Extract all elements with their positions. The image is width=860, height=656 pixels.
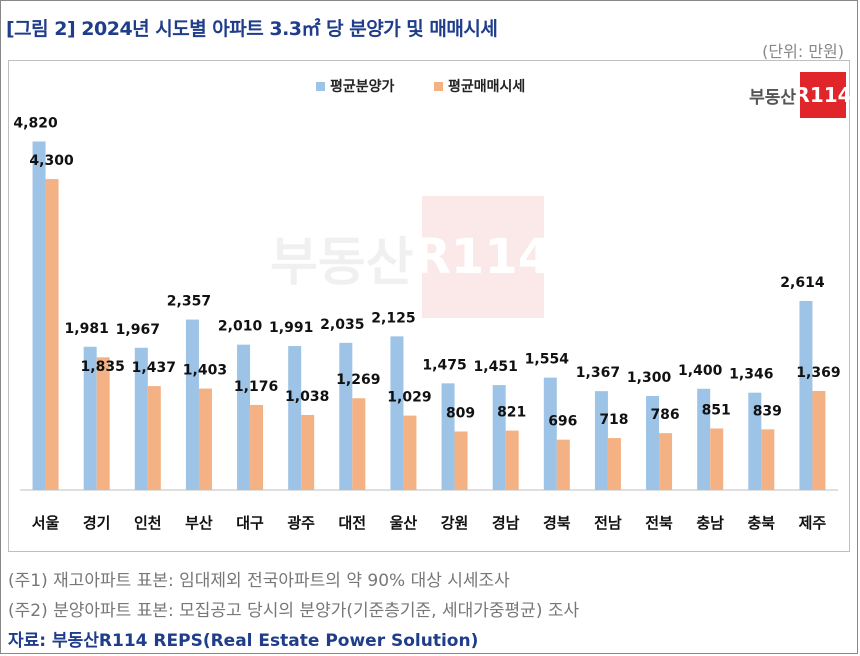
bar-series1	[748, 392, 762, 490]
data-label-series1: 4,820	[13, 115, 58, 131]
data-label-series2: 821	[497, 405, 526, 421]
x-tick-label: 충남	[696, 514, 724, 532]
data-label-series2: 1,269	[336, 372, 380, 388]
x-tick-label: 강원	[441, 514, 469, 532]
x-tick-label: 경북	[543, 514, 571, 532]
chart-area	[8, 60, 850, 552]
data-label-series2: 1,835	[81, 359, 125, 375]
data-label-series1: 1,400	[678, 363, 723, 379]
x-tick-label: 전북	[645, 514, 673, 532]
bar-series2	[761, 429, 775, 490]
bar-series1	[799, 300, 813, 490]
bar-series2	[352, 398, 366, 490]
data-label-series1: 1,981	[65, 321, 109, 337]
bar-series2	[250, 404, 264, 490]
data-label-series2: 1,176	[234, 379, 278, 395]
legend-label: 평균매매시세	[448, 78, 525, 95]
bar-series2	[607, 438, 621, 490]
unit-label: (단위: 만원)	[762, 42, 844, 61]
data-label-series2: 1,369	[796, 365, 840, 381]
x-tick-label: 경기	[83, 514, 111, 532]
data-label-series2: 1,029	[387, 390, 431, 406]
bar-series1	[697, 388, 711, 490]
data-label-series2: 851	[702, 402, 731, 418]
note-1: (주1) 재고아파트 표본: 임대제외 전국아파트의 약 90% 대상 시세조사	[8, 571, 510, 591]
logo-box: R114	[794, 72, 852, 118]
x-tick-label: 울산	[390, 514, 418, 532]
x-tick-label: 인천	[134, 514, 162, 532]
bar-series1	[32, 141, 46, 490]
x-tick-label: 광주	[287, 514, 315, 532]
data-label-series1: 1,300	[627, 370, 672, 386]
data-label-series2: 4,300	[29, 153, 74, 169]
bar-series2	[45, 179, 59, 491]
data-label-series2: 786	[650, 407, 679, 423]
x-tick-label: 대전	[339, 514, 367, 532]
x-tick-label: 충북	[748, 514, 776, 532]
bar-chart: 4,820 4,300 서울 1,981 1,835 경기 1,967 1,437 인천 2,35…	[13, 78, 840, 532]
x-tick-label: 대구	[236, 514, 264, 532]
data-label-series2: 718	[599, 412, 628, 428]
brand-logo: 부동산 R114	[749, 72, 852, 118]
data-label-series1: 1,367	[576, 365, 620, 381]
x-tick-label: 부산	[185, 514, 213, 532]
bar-series1	[646, 396, 660, 490]
bar-series2	[710, 428, 724, 490]
bar-series2	[96, 357, 110, 490]
data-label-series1: 1,346	[729, 367, 773, 383]
legend-swatch	[316, 82, 325, 91]
data-label-series1: 2,010	[218, 319, 263, 335]
data-label-series2: 809	[446, 406, 475, 422]
bar-series2	[454, 431, 468, 490]
source-label: 자료: 부동산R114 REPS(Real Estate Power Solut…	[8, 631, 479, 651]
bar-series1	[390, 336, 404, 490]
bar-series2	[301, 414, 315, 490]
data-label-series1: 2,614	[780, 275, 825, 291]
bar-series1	[185, 319, 199, 490]
bar-series1	[237, 344, 251, 490]
bar-series1	[339, 342, 353, 490]
bar-series2	[147, 386, 161, 490]
bar-series1	[594, 391, 608, 490]
bar-series2	[659, 433, 673, 490]
data-label-series2: 1,437	[132, 360, 176, 376]
logo-text: 부동산	[749, 87, 796, 108]
data-label-series1: 2,125	[371, 310, 415, 326]
legend-label: 평균분양가	[330, 78, 395, 95]
bar-series1	[441, 383, 455, 490]
bar-series1	[83, 346, 97, 490]
data-label-series1: 1,451	[474, 359, 518, 375]
data-label-series2: 839	[753, 403, 782, 419]
x-tick-label: 경남	[492, 514, 520, 532]
bar-series2	[403, 415, 417, 490]
x-tick-label: 전남	[594, 514, 622, 532]
bar-series1	[288, 346, 302, 490]
data-label-series2: 1,403	[183, 363, 227, 379]
data-label-series2: 696	[548, 414, 577, 430]
bar-series1	[134, 347, 148, 490]
bar-series1	[543, 377, 557, 490]
note-2: (주2) 분양아파트 표본: 모집공고 당시의 분양가(기준층기준, 세대가중평…	[8, 601, 580, 621]
bar-series2	[812, 391, 826, 490]
x-tick-label: 서울	[32, 514, 60, 532]
data-label-series1: 1,967	[116, 322, 160, 338]
data-label-series1: 1,991	[269, 320, 313, 336]
legend-swatch	[434, 82, 443, 91]
data-label-series1: 2,035	[320, 317, 364, 333]
data-label-series1: 1,475	[422, 357, 466, 373]
data-label-series2: 1,038	[285, 389, 329, 405]
data-label-series1: 2,357	[167, 294, 211, 310]
x-tick-label: 제주	[799, 514, 827, 532]
bar-series2	[198, 388, 212, 490]
chart-title: [그림 2] 2024년 시도별 아파트 3.3㎡ 당 분양가 및 매매시세	[6, 18, 498, 40]
bar-series2	[505, 430, 519, 490]
bar-series2	[556, 439, 570, 490]
data-label-series1: 1,554	[525, 352, 570, 368]
bar-series1	[492, 385, 506, 490]
